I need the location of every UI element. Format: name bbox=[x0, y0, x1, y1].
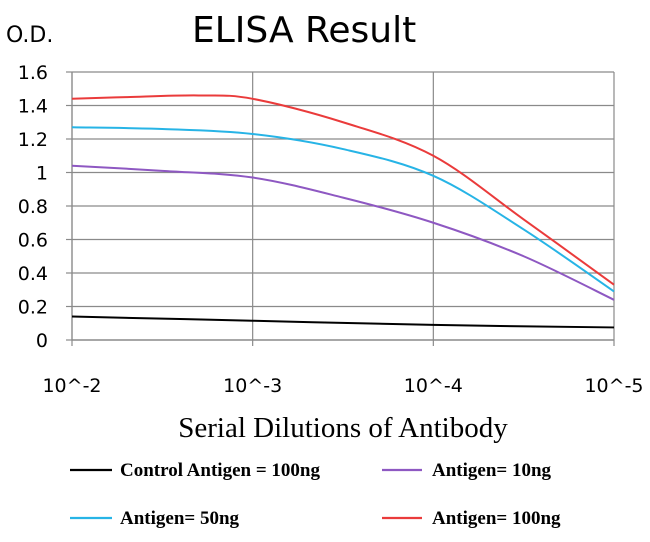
series-line-antigen-50ng bbox=[71, 126, 615, 293]
legend-label: Antigen= 100ng bbox=[432, 508, 561, 529]
x-tick-label: 10^-2 bbox=[42, 375, 101, 397]
series-line-antigen-100ng bbox=[71, 94, 615, 286]
y-tick-label: 1 bbox=[36, 163, 48, 185]
legend-label: Antigen= 10ng bbox=[432, 460, 552, 481]
x-tick-label: 10^-4 bbox=[404, 375, 463, 397]
y-tick-label: 0.6 bbox=[18, 230, 48, 252]
y-tick-labels: 0 0.2 0.4 0.6 0.8 1 1.2 1.4 1.6 bbox=[18, 62, 48, 352]
legend-entry: Control Antigen = 100ng bbox=[70, 460, 320, 481]
y-tick-label: 0 bbox=[36, 330, 48, 352]
series-line-control-antigen-100ng bbox=[71, 315, 615, 329]
series-lines bbox=[71, 94, 615, 329]
y-tick-label: 1.2 bbox=[18, 129, 48, 151]
legend-label: Antigen= 50ng bbox=[120, 508, 240, 529]
legend-entry: Antigen= 10ng bbox=[382, 460, 552, 481]
gridlines bbox=[72, 71, 615, 340]
y-axis-unit-label: O.D. bbox=[6, 23, 53, 48]
axes bbox=[66, 71, 615, 346]
y-tick-label: 1.4 bbox=[18, 96, 48, 118]
x-tick-label: 10^-5 bbox=[584, 375, 643, 397]
legend: Control Antigen = 100ng Antigen= 10ng Anti… bbox=[70, 460, 561, 529]
legend-entry: Antigen= 50ng bbox=[70, 508, 240, 529]
legend-entry: Antigen= 100ng bbox=[382, 508, 561, 529]
y-tick-label: 1.6 bbox=[18, 62, 48, 84]
x-axis-title: Serial Dilutions of Antibody bbox=[178, 412, 508, 444]
y-tick-label: 0.2 bbox=[18, 297, 48, 319]
chart-title: ELISA Result bbox=[192, 10, 416, 51]
y-tick-label: 0.4 bbox=[18, 263, 48, 285]
y-tick-label: 0.8 bbox=[18, 196, 48, 218]
x-tick-labels: 10^-2 10^-3 10^-4 10^-5 bbox=[42, 375, 643, 397]
legend-label: Control Antigen = 100ng bbox=[120, 460, 320, 481]
series-line-antigen-10ng bbox=[71, 164, 615, 301]
x-tick-label: 10^-3 bbox=[223, 375, 282, 397]
